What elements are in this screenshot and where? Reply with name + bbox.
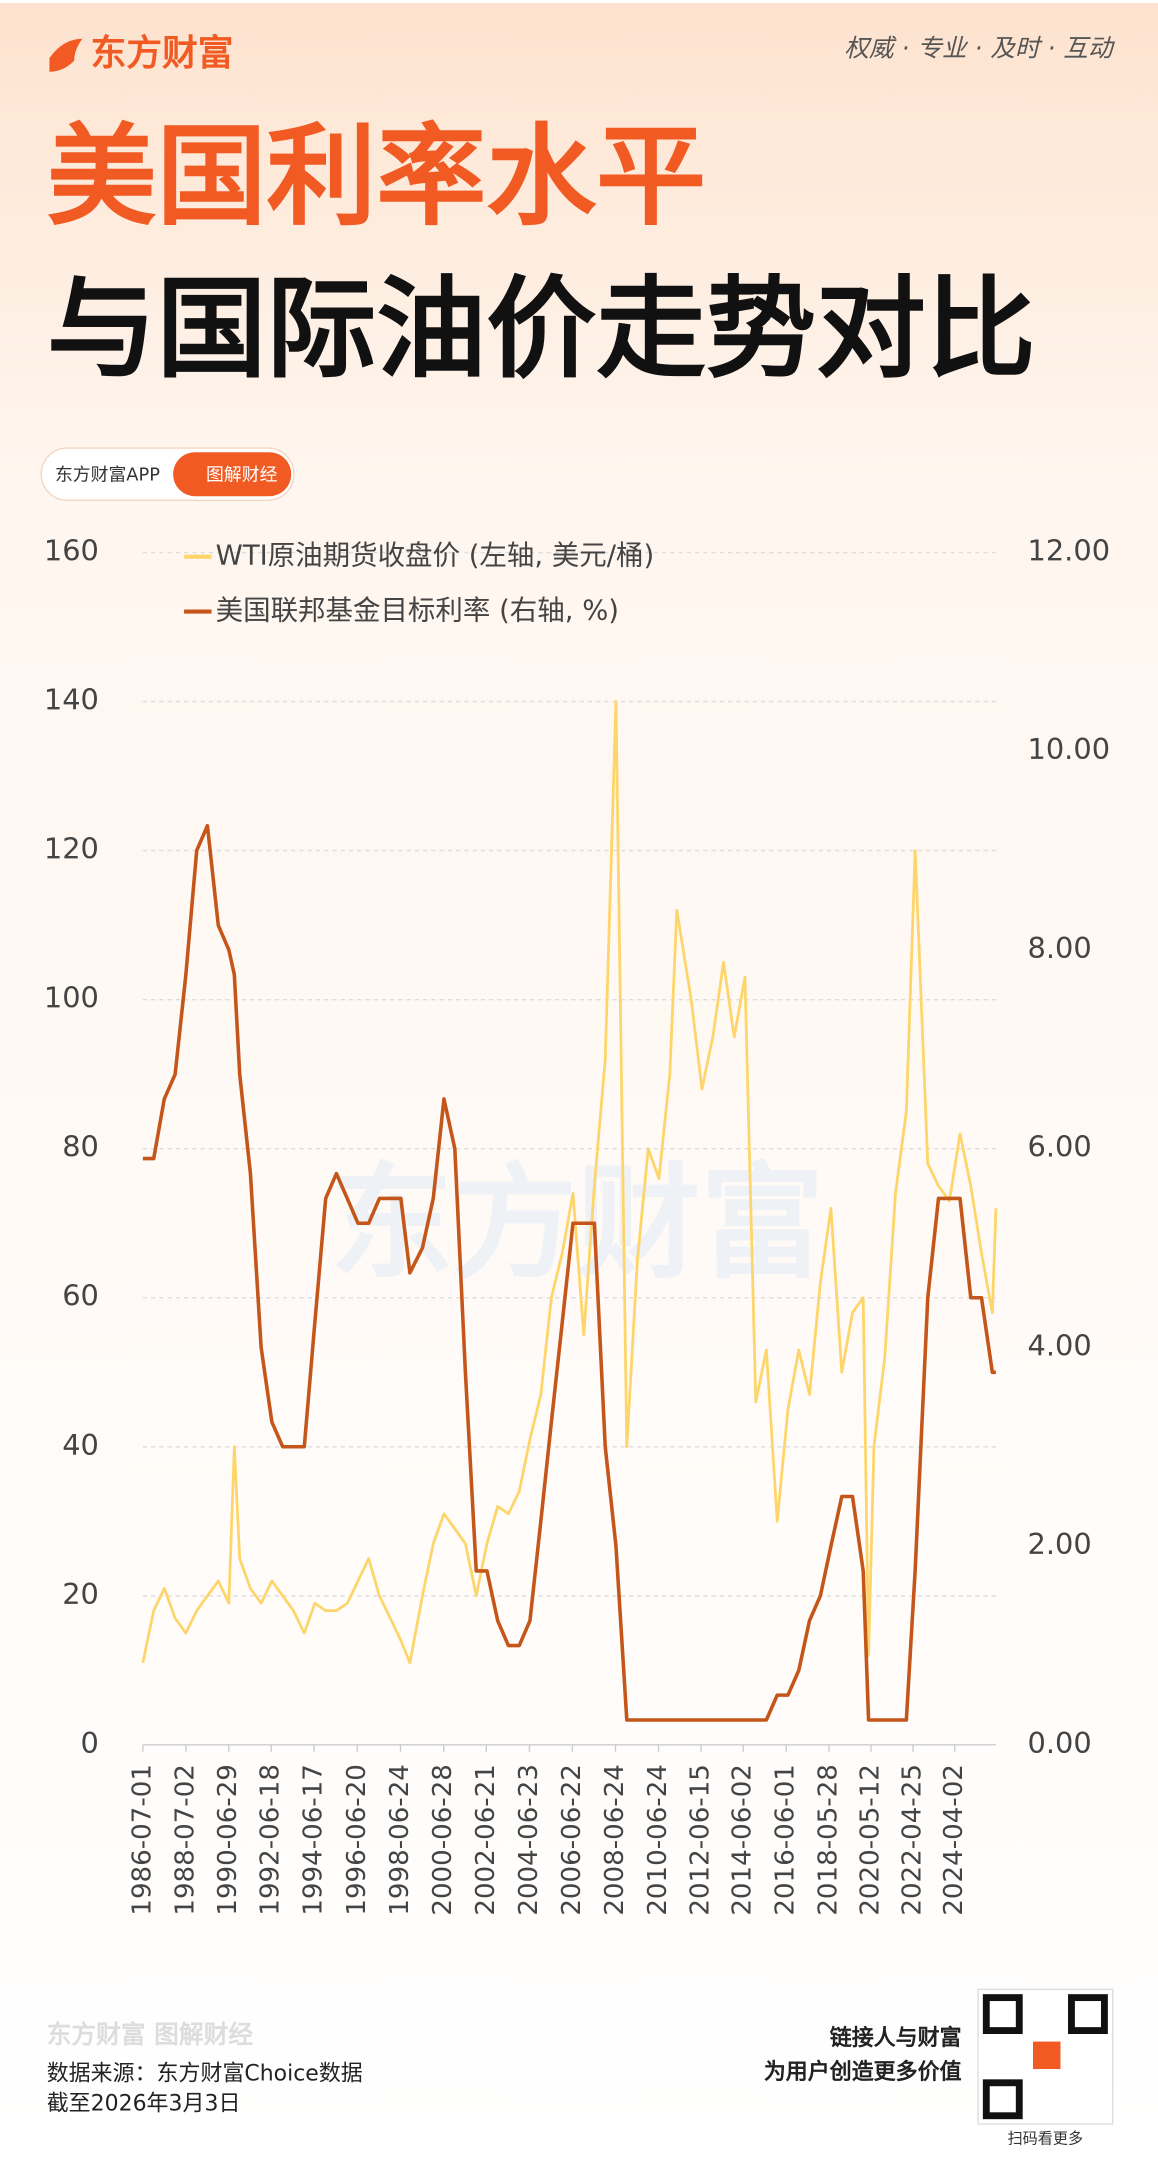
y-tick-label: 80 bbox=[62, 1130, 99, 1164]
x-tick-label: 1986-07-01 bbox=[127, 1764, 157, 1916]
legend-label: 美国联邦基金目标利率 (右轴, %) bbox=[216, 596, 619, 627]
y2-tick-label: 6.00 bbox=[1028, 1130, 1092, 1164]
x-tick-label: 2006-06-22 bbox=[557, 1764, 587, 1916]
y-tick-label: 40 bbox=[62, 1428, 99, 1462]
y-tick-label: 100 bbox=[44, 981, 99, 1015]
background bbox=[0, 3, 1158, 2157]
x-tick-label: 2000-06-28 bbox=[428, 1764, 458, 1916]
y-tick-label: 120 bbox=[44, 832, 99, 866]
y2-tick-label: 12.00 bbox=[1028, 534, 1111, 568]
qr-corner bbox=[1068, 1994, 1108, 2035]
y-tick-label: 160 bbox=[44, 534, 99, 568]
x-tick-label: 2012-06-15 bbox=[686, 1764, 716, 1916]
y2-tick-label: 4.00 bbox=[1028, 1328, 1092, 1362]
qr-logo bbox=[1032, 2041, 1061, 2070]
tagline2: 为用户创造更多价值 bbox=[764, 2059, 962, 2085]
x-tick-label: 1990-06-29 bbox=[213, 1764, 243, 1916]
source: 数据来源：东方财富Choice数据 bbox=[47, 2062, 363, 2087]
y2-tick-label: 8.00 bbox=[1028, 931, 1092, 965]
x-tick-label: 2022-04-25 bbox=[898, 1764, 928, 1916]
logo-icon bbox=[49, 38, 83, 72]
title-line1: 美国利率水平 bbox=[47, 113, 706, 241]
x-tick-label: 1992-06-18 bbox=[256, 1764, 286, 1916]
qr-corner bbox=[982, 1994, 1023, 2035]
series-line bbox=[141, 700, 998, 1665]
x-tick-label: 2002-06-21 bbox=[471, 1764, 501, 1916]
x-tick-label: 2020-05-12 bbox=[856, 1764, 886, 1916]
x-tick-label: 2018-05-28 bbox=[813, 1764, 843, 1916]
legend-label: WTI原油期货收盘价 (左轴, 美元/桶) bbox=[216, 541, 655, 572]
slogan: 权威 · 专业 · 及时 · 互动 bbox=[844, 34, 1116, 63]
y-tick-label: 0 bbox=[81, 1726, 99, 1760]
app-button[interactable] bbox=[173, 452, 292, 497]
footer-brand: 东方财富 图解财经 bbox=[47, 2020, 254, 2049]
x-tick-label: 2024-04-02 bbox=[939, 1764, 969, 1916]
qr-corner bbox=[982, 2079, 1023, 2120]
series-line bbox=[142, 823, 996, 1722]
y-tick-label: 20 bbox=[62, 1577, 99, 1611]
app-badge: 东方财富APP bbox=[55, 465, 160, 486]
x-tick-label: 1998-06-24 bbox=[385, 1764, 415, 1916]
x-tick-label: 1988-07-02 bbox=[170, 1764, 200, 1916]
x-tick-label: 2004-06-23 bbox=[514, 1764, 544, 1916]
y-tick-label: 60 bbox=[62, 1279, 99, 1313]
title-line2: 与国际油价走势对比 bbox=[47, 265, 1036, 393]
x-tick-label: 2016-06-01 bbox=[771, 1764, 801, 1916]
x-tick-label: 1994-06-17 bbox=[299, 1764, 329, 1916]
x-tick-label: 2010-06-24 bbox=[643, 1764, 673, 1916]
x-tick-label: 2008-06-24 bbox=[600, 1764, 630, 1916]
tagline1: 链接人与财富 bbox=[830, 2025, 962, 2051]
y2-tick-label: 10.00 bbox=[1028, 732, 1111, 766]
y2-tick-label: 0.00 bbox=[1028, 1726, 1092, 1760]
y-tick-label: 140 bbox=[44, 683, 99, 717]
app-button-label: 图解财经 bbox=[206, 465, 278, 486]
qr-caption: 扫码看更多 bbox=[1008, 2130, 1084, 2148]
x-tick-label: 1996-06-20 bbox=[342, 1764, 372, 1916]
as-of: 截至2026年3月3日 bbox=[47, 2092, 241, 2117]
y2-tick-label: 2.00 bbox=[1028, 1527, 1092, 1561]
x-tick-label: 2014-06-02 bbox=[728, 1764, 758, 1916]
logo: 东方财富 bbox=[91, 33, 234, 74]
